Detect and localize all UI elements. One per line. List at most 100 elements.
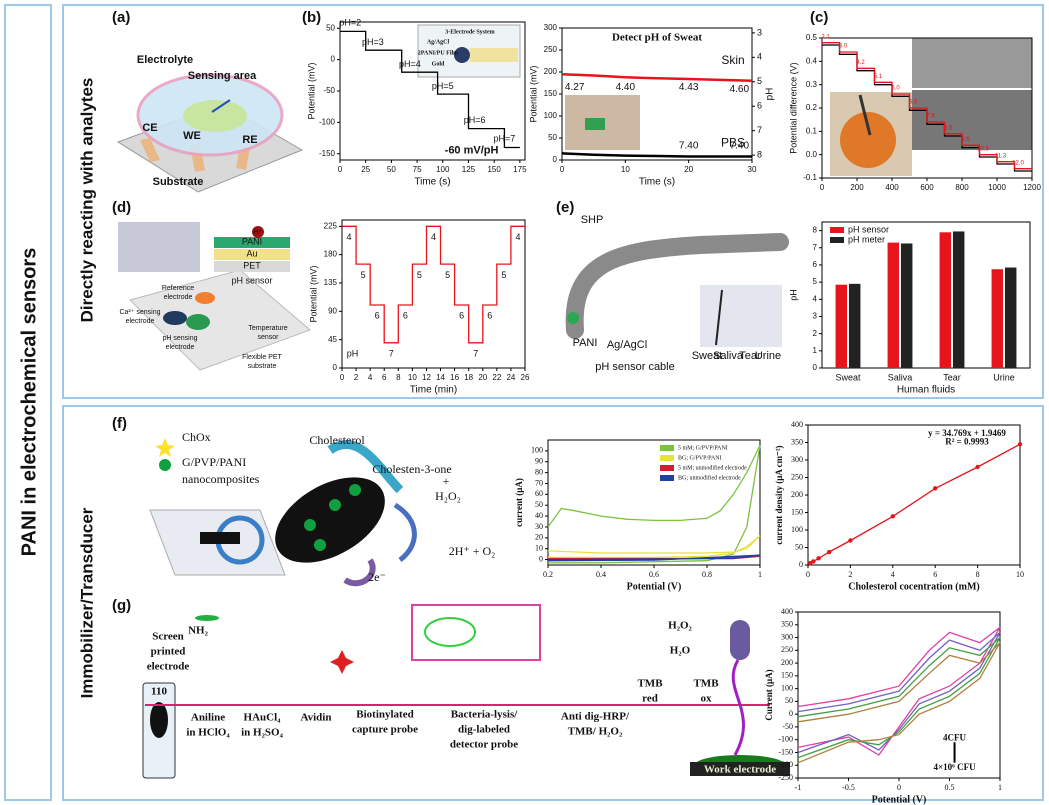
legend-swatch [660,465,674,471]
y-tick-label: 100 [544,111,558,120]
y-tick-label: 7 [813,243,818,252]
illustration-f-part [329,499,341,511]
plot-frame [341,219,526,369]
illustration-label: 2e⁻ [368,570,386,584]
x-axis-label: Time (s) [639,177,675,188]
annotation: 4.43 [679,82,699,93]
x-tick-label: 1000 [988,183,1006,192]
annotation: 5 [445,270,450,280]
panel-letter: (g) [112,597,131,614]
data-point [1017,442,1023,447]
illustration-label: Anti dig-HRP/ [561,711,630,723]
illustration-f-part [200,532,240,544]
illustration-g-part [411,604,541,661]
y-tick-label: 400 [791,420,803,429]
data-point [975,464,980,470]
data-line [561,72,753,83]
annotation: 4CFU [943,732,966,742]
x-axis-label: Time (min) [410,385,457,396]
panel-letter: (e) [556,199,574,216]
illustration-label: Ca²⁺ sensing [119,309,160,316]
section-title: Immobilizer/Transducer [77,507,96,698]
x-tick-label: 10 [1016,570,1024,579]
y-tick-label: 3 [813,312,818,321]
annotation: 7.6 [926,114,935,120]
bar [887,242,899,368]
x-tick-label: 10 [621,165,630,174]
illustration-label: Cholesten-3-one [372,462,451,476]
illustration-label: ChOx [182,430,211,444]
y-tick-label: -50 [323,86,335,95]
annotation: 7 [389,349,394,359]
illustration-label: Reference [162,285,194,292]
x-axis-label: Potential (V) [872,794,927,805]
legend-label: 5 mM; G/PVP/PANI [678,445,728,451]
x-tick-label: 150 [487,165,501,174]
y-tick-label: 30 [535,522,543,531]
y-tick-label: -200 [778,760,793,769]
data-line [797,637,1001,759]
illustration-label: PANI [242,236,262,246]
data-line [547,554,761,562]
y2-tick-label: 4 [757,52,762,62]
annotation: 4.40 [616,82,636,93]
data-line [342,225,525,344]
y-tick-label: 200 [544,67,558,76]
illustration-d-part [214,237,290,248]
y-tick-label: 0.0 [806,150,818,159]
annotation: 5 [501,270,506,280]
legend-swatch [660,475,674,481]
illustration-a [116,73,304,193]
x-tick-label: 0.4 [596,570,606,579]
x-tick-label: 10 [408,373,417,382]
illustration-f-part [343,558,376,587]
illustration-label: TMB [693,678,719,690]
legend-swatch [660,445,674,451]
illustration-label: Avidin [301,712,332,724]
illustration-label: 3-Electrode System [445,29,494,35]
x-axis-label: Human fluids [897,385,955,396]
annotation: PBS [721,135,745,149]
y-axis-label: Potential difference (V) [788,62,798,153]
illustration-b [417,24,640,150]
annotation: R² = 0.9993 [945,437,989,447]
y-tick-label: 2 [813,329,818,338]
illustration-label: red [642,693,658,705]
annotation: pH=5 [432,81,454,91]
illustration-label: Temperature [248,325,287,332]
y-tick-label: 225 [324,221,338,230]
annotation: 4×10⁶ CFU [934,762,977,772]
y-tick-label: 60 [535,489,543,498]
legend-swatch [830,237,844,243]
illustration-d-part [252,226,264,238]
y-tick-label: 250 [781,645,793,654]
bar [835,284,847,368]
x-tick-label: 0.8 [702,570,712,579]
annotation: -60 mV/pH [445,144,499,156]
illustration-label: NH₂ [188,625,209,637]
x-tick-label: 100 [436,165,450,174]
illustration-label: pH sensor cable [595,361,675,373]
annotation: 6 [487,311,492,321]
annotation: 7 [473,349,478,359]
annotation: 12.0 [1012,160,1024,166]
y-tick-label: 300 [781,632,793,641]
y-tick-label: 150 [791,507,803,516]
illustration-e-part [700,285,782,347]
illustration-c-part [912,38,1032,88]
illustration-label: H₂O₂ [435,489,461,503]
y-tick-label: 90 [328,306,337,315]
y-tick-label: 250 [544,45,558,54]
x-tick-label: 2 [848,570,852,579]
illustration-label: H₂O [670,645,691,657]
illustration-b-part [454,47,470,63]
x-tick-label: 0 [806,570,810,579]
y-tick-label: 50 [535,500,543,509]
annotation: 6 [375,311,380,321]
illustration-label: Electrolyte [137,54,193,66]
y-tick-label: -150 [778,747,793,756]
illustration-label: Saliva [713,350,744,362]
illustration-d-part [118,222,200,272]
annotation: 2.1 [821,34,830,40]
